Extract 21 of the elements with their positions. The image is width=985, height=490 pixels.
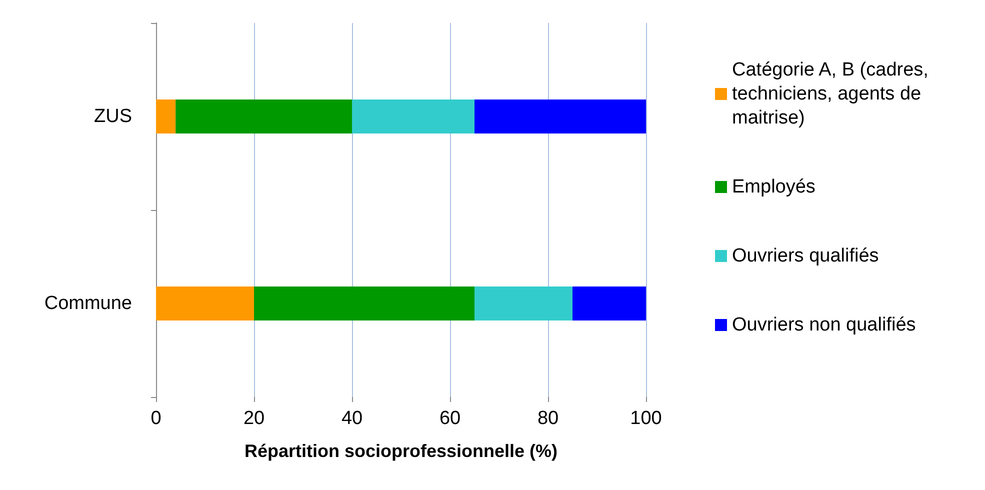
- y-tick-label: ZUS: [94, 106, 132, 127]
- legend-label: Ouvriers non qualifiés: [732, 314, 916, 336]
- x-tick-label: 40: [341, 408, 363, 429]
- x-tick-label: 100: [630, 408, 662, 429]
- x-tick-label: 60: [439, 408, 461, 429]
- bar: [572, 286, 646, 320]
- bar: [156, 100, 176, 134]
- x-tick-label: 80: [537, 408, 559, 429]
- bar: [352, 100, 474, 134]
- x-axis-title: Répartition socioprofessionnelle (%): [244, 441, 558, 461]
- bar: [474, 100, 646, 134]
- legend-label: Ouvriers qualifiés: [732, 246, 879, 266]
- x-tick-label: 0: [150, 408, 162, 429]
- bar: [254, 286, 474, 320]
- y-tick-label: Commune: [44, 293, 132, 314]
- legend-label: Employés: [732, 176, 816, 198]
- bar: [156, 286, 254, 320]
- bar: [474, 286, 572, 320]
- legend-label: Catégorie A, B (cadres, techniciens, agents de maitrise): [732, 60, 934, 128]
- x-tick-label: 20: [243, 408, 265, 429]
- bar: [176, 100, 352, 134]
